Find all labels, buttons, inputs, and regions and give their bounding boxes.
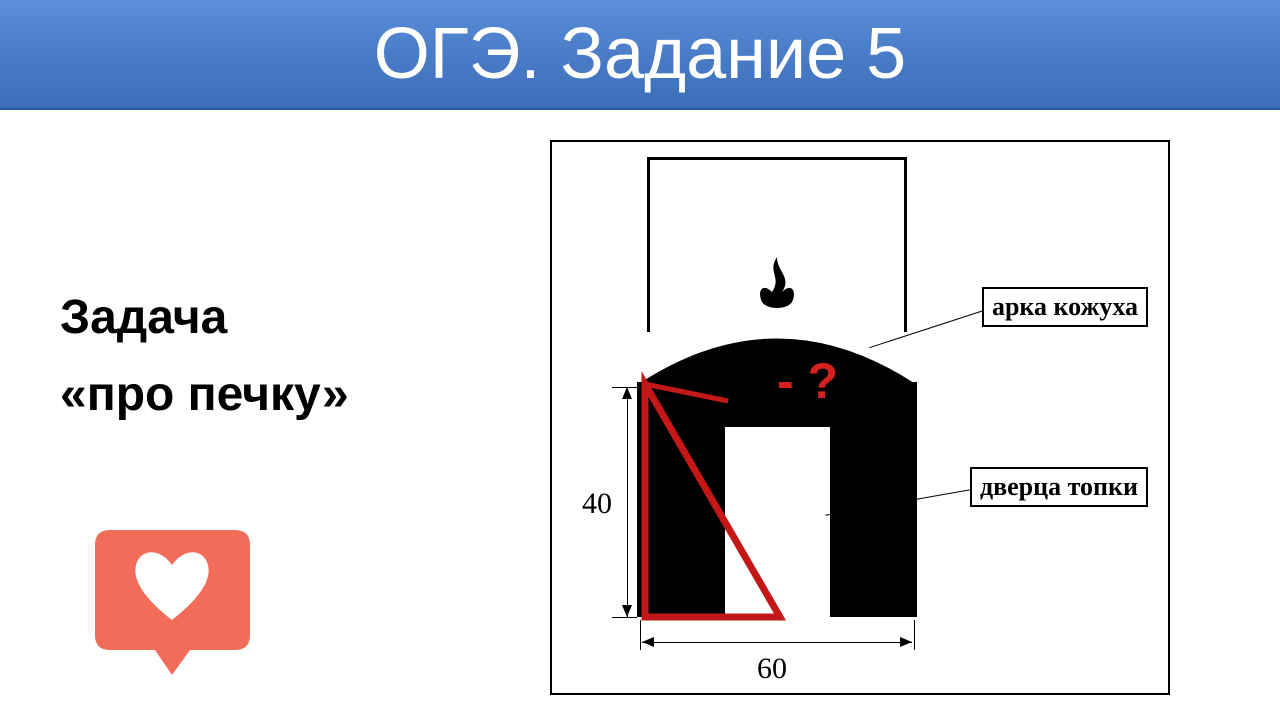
dim-horizontal <box>642 642 912 643</box>
question-mark: - ? <box>777 352 838 410</box>
diagram-inner: R - ? 40 60 арка кожуха дверца топки <box>552 142 1168 693</box>
label-door: дверца топки <box>970 467 1148 507</box>
like-badge <box>90 520 255 690</box>
dim-height-value: 40 <box>582 487 612 521</box>
radius-label: R <box>737 367 757 404</box>
header-bar: ОГЭ. Задание 5 <box>0 0 1280 110</box>
page-title: ОГЭ. Задание 5 <box>374 13 906 95</box>
dim-v-arrow-top <box>622 387 632 399</box>
dim-v-arrow-bot <box>622 605 632 617</box>
dim-ext-bot <box>612 617 637 618</box>
stove-diagram: R - ? 40 60 арка кожуха дверца топки <box>550 140 1170 695</box>
heart-icon <box>90 520 255 685</box>
label-arc-text: арка кожуха <box>982 287 1148 327</box>
dim-vertical <box>627 387 628 617</box>
task-title: Задача «про печку» <box>60 280 349 434</box>
label-arc: арка кожуха <box>982 287 1148 327</box>
dim-h-arrow-left <box>642 637 654 647</box>
dim-width-value: 60 <box>757 652 787 686</box>
label-door-text: дверца топки <box>970 467 1148 507</box>
content-area: Задача «про печку» R - ? <box>0 110 1280 720</box>
task-title-line1: Задача <box>60 280 349 357</box>
task-title-line2: «про печку» <box>60 357 349 434</box>
dim-ext-right <box>914 620 915 650</box>
dim-ext-left <box>640 620 641 650</box>
flame-icon <box>752 252 802 312</box>
dim-h-arrow-right <box>900 637 912 647</box>
